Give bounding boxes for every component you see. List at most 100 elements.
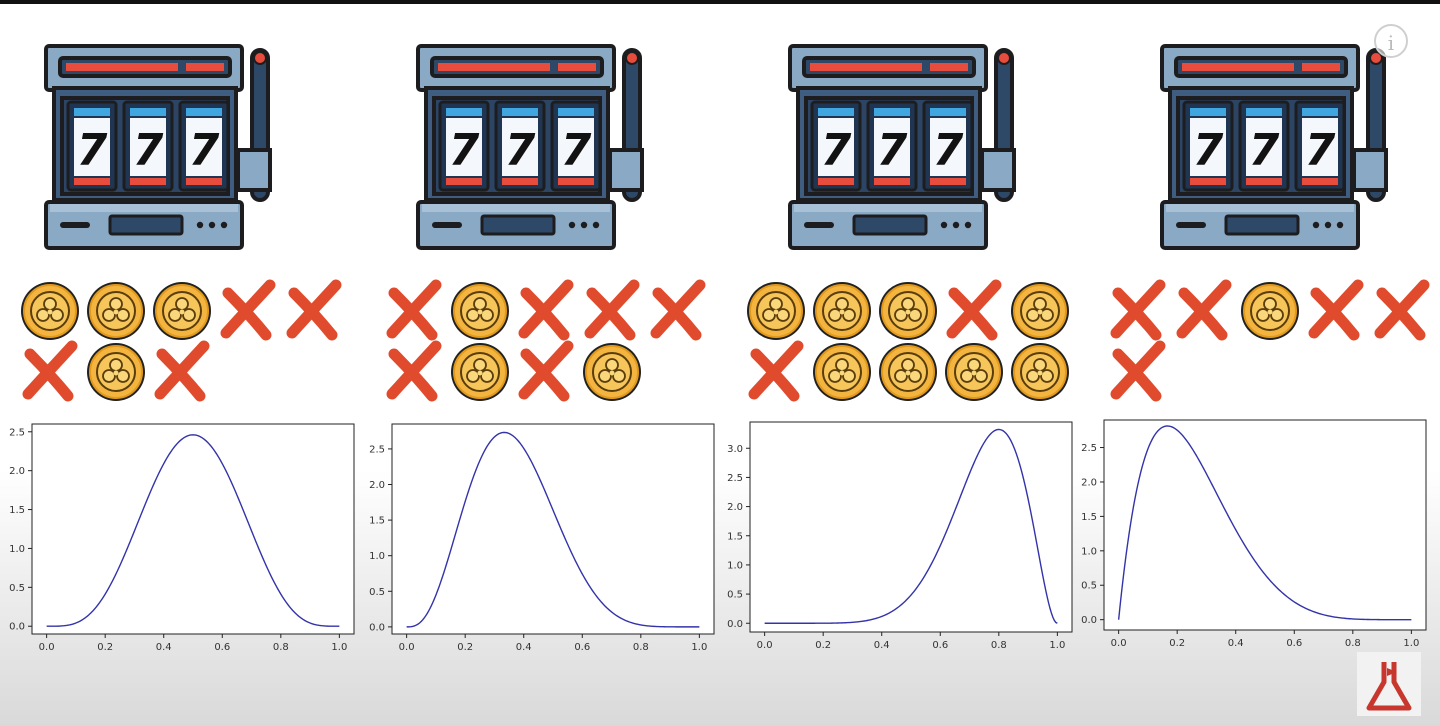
- y-tick-label: 1.0: [1081, 546, 1097, 557]
- x-tick-label: 0.6: [214, 642, 230, 653]
- shamrock-coin-icon: [87, 282, 145, 340]
- shamrock-coin-icon: [1011, 343, 1069, 401]
- y-tick-label: 1.0: [9, 544, 25, 555]
- y-tick-label: 2.5: [727, 473, 743, 484]
- reel-window: 7: [122, 100, 174, 192]
- red-x-icon: [1110, 340, 1166, 402]
- y-tick-label: 3.0: [727, 444, 743, 455]
- beta-chart-3: 0.0 0.2 0.4 0.6 0.8 1.0 0.0 0.5 1.0 1.5 2.0 2.5 3.0: [727, 421, 1073, 651]
- reel-window: 7: [66, 100, 118, 192]
- x-tick-label: 0.4: [874, 640, 890, 651]
- x-tick-label: 1.0: [1403, 638, 1419, 649]
- plot-frame: [31, 423, 355, 635]
- lever-knob-icon: [625, 51, 639, 65]
- red-x-icon: [1308, 279, 1364, 341]
- outcome-row-3: [747, 279, 1069, 402]
- beta-chart-1: 0.0 0.2 0.4 0.6 0.8 1.0 0.0 0.5 1.0 1.5 2.0 2.5: [9, 423, 355, 653]
- plot-frame: [391, 423, 715, 635]
- red-x-icon: [154, 340, 210, 402]
- reel-window: 7: [550, 100, 602, 192]
- info-icon[interactable]: i: [1374, 24, 1408, 58]
- red-x-icon: [1110, 279, 1166, 341]
- reel-window: 7: [866, 100, 918, 192]
- reel-window: 7: [922, 100, 974, 192]
- outcome-row-2: [386, 279, 706, 402]
- density-curve: [1117, 425, 1412, 621]
- coin-slot: [1224, 214, 1300, 236]
- reel-window: 7: [810, 100, 862, 192]
- x-tick-label: 0.2: [1169, 638, 1185, 649]
- reel-window: 7: [1238, 100, 1290, 192]
- red-x-icon: [1176, 279, 1232, 341]
- coin-slot: [480, 214, 556, 236]
- x-tick-label: 0.0: [39, 642, 55, 653]
- flask-logo-icon: [1357, 652, 1421, 716]
- reel-symbol: 7: [933, 125, 964, 176]
- lever-base: [980, 148, 1016, 192]
- plot-frame: [749, 421, 1073, 633]
- x-tick-label: 1.0: [331, 642, 347, 653]
- x-tick-label: 0.0: [399, 642, 415, 653]
- outcome-row-1: [21, 279, 342, 402]
- reel-window: 7: [178, 100, 230, 192]
- x-tick-label: 0.0: [1111, 638, 1127, 649]
- red-x-icon: [22, 340, 78, 402]
- red-x-icon: [584, 279, 640, 341]
- beta-chart-4: 0.0 0.2 0.4 0.6 0.8 1.0 0.0 0.5 1.0 1.5 2.0 2.5: [1081, 419, 1427, 649]
- y-tick-label: 0.5: [9, 583, 25, 594]
- y-tick-label: 0.5: [369, 587, 385, 598]
- y-tick-label: 2.5: [1081, 443, 1097, 454]
- y-tick-label: 0.0: [9, 622, 25, 633]
- shamrock-coin-icon: [451, 343, 509, 401]
- lever-knob-icon: [253, 51, 267, 65]
- reel-symbol: 7: [449, 125, 480, 176]
- x-tick-label: 1.0: [691, 642, 707, 653]
- y-tick-label: 1.5: [9, 505, 25, 516]
- coin-slot: [852, 214, 928, 236]
- shamrock-coin-icon: [879, 343, 937, 401]
- reel-symbol: 7: [1249, 125, 1280, 176]
- x-tick-label: 0.4: [156, 642, 172, 653]
- reel-window: 7: [494, 100, 546, 192]
- reel-symbol: 7: [505, 125, 536, 176]
- red-x-icon: [386, 340, 442, 402]
- x-tick-label: 0.2: [815, 640, 831, 651]
- outcome-row-4: [1110, 279, 1430, 402]
- shamrock-coin-icon: [879, 282, 937, 340]
- y-tick-label: 2.0: [1081, 477, 1097, 488]
- shamrock-coin-icon: [813, 343, 871, 401]
- reel-symbol: 7: [877, 125, 908, 176]
- y-tick-label: 2.0: [369, 480, 385, 491]
- reel-window: 7: [1294, 100, 1346, 192]
- x-tick-label: 0.6: [932, 640, 948, 651]
- y-tick-label: 1.0: [727, 560, 743, 571]
- reel-symbol: 7: [561, 125, 592, 176]
- y-tick-label: 0.0: [1081, 615, 1097, 626]
- shamrock-coin-icon: [583, 343, 641, 401]
- x-tick-label: 0.4: [1228, 638, 1244, 649]
- coin-slot: [108, 214, 184, 236]
- lever-knob-icon: [1369, 51, 1383, 65]
- reel-window: 7: [1182, 100, 1234, 192]
- density-curve: [406, 431, 700, 628]
- lever-base: [608, 148, 644, 192]
- y-tick-label: 1.5: [727, 531, 743, 542]
- reel-symbol: 7: [189, 125, 220, 176]
- shamrock-coin-icon: [451, 282, 509, 340]
- reel-window: 7: [438, 100, 490, 192]
- reel-symbol: 7: [133, 125, 164, 176]
- y-tick-label: 0.5: [727, 590, 743, 601]
- density-curve: [764, 428, 1058, 624]
- x-tick-label: 0.2: [97, 642, 113, 653]
- red-x-icon: [386, 279, 442, 341]
- shamrock-coin-icon: [747, 282, 805, 340]
- red-x-icon: [946, 279, 1002, 341]
- x-tick-label: 0.8: [1345, 638, 1361, 649]
